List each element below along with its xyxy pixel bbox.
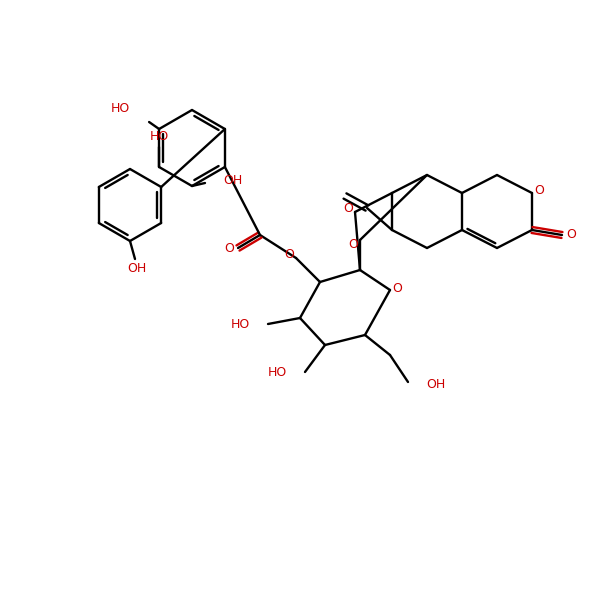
Text: O: O (348, 238, 358, 251)
Text: O: O (343, 202, 353, 215)
Text: O: O (392, 281, 402, 295)
Text: HO: HO (231, 317, 250, 331)
Text: O: O (566, 229, 576, 241)
Text: OH: OH (426, 377, 445, 391)
Text: OH: OH (223, 175, 242, 187)
Text: HO: HO (268, 365, 287, 379)
Text: O: O (534, 185, 544, 197)
Text: OH: OH (127, 263, 146, 275)
Text: O: O (284, 247, 294, 260)
Text: HO: HO (149, 130, 169, 143)
Text: HO: HO (111, 103, 130, 115)
Text: O: O (224, 242, 234, 256)
